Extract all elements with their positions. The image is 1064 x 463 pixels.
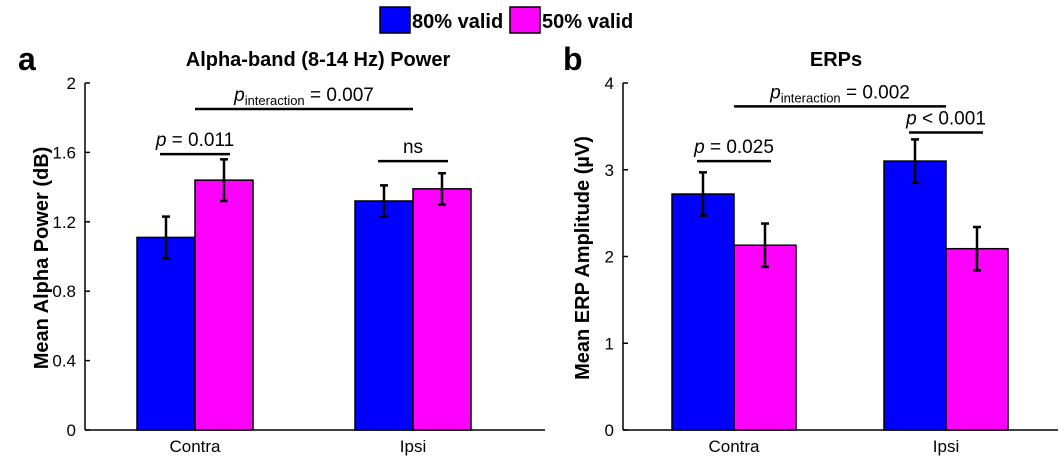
bar-50-valid-ipsi-a	[412, 188, 472, 431]
significance-label-b-2: pinteraction = 0.002	[769, 82, 910, 105]
y-axis-label-a: Mean Alpha Power (dB)	[31, 147, 53, 370]
x-tick-label-contra-b: Contra	[708, 437, 760, 456]
legend-label-50-valid: 50% valid	[542, 11, 633, 33]
y-tick-label-b: 4	[605, 74, 614, 93]
legend-swatch-80-valid	[379, 6, 411, 34]
y-tick-label-a: 0.4	[52, 352, 76, 371]
significance-label-b-1: p < 0.001	[905, 108, 986, 129]
y-tick-label-b: 1	[605, 334, 614, 353]
bar-80-valid-contra-b	[671, 193, 735, 431]
chart-title-b: ERPs	[810, 49, 862, 71]
bar-50-valid-contra-a	[194, 179, 254, 431]
bar-80-valid-ipsi-b	[883, 160, 947, 431]
chart-title-a: Alpha-band (8-14 Hz) Power	[186, 49, 451, 71]
y-tick-label-a: 1.2	[52, 213, 76, 232]
legend-swatch-50-valid	[509, 6, 541, 34]
significance-label-a-2: pinteraction = 0.007	[233, 85, 374, 108]
bar-80-valid-ipsi-a	[354, 200, 414, 431]
panel-a: a Alpha-band (8-14 Hz) Power Mean Alpha …	[18, 41, 545, 456]
plot-area-b: 0 1 2 3 4 Contra Ipsi p = 0.025 p < 0.001 pintera…	[605, 74, 1058, 456]
y-axis-label-b: Mean ERP Amplitude (µV)	[572, 136, 594, 380]
panel-label-b: b	[563, 41, 583, 77]
y-tick-label-b: 3	[605, 161, 614, 180]
legend-label-80-valid: 80% valid	[412, 11, 503, 33]
bar-80-valid-contra-a	[136, 236, 196, 431]
significance-label-a-0: p = 0.011	[155, 130, 234, 151]
panel-label-a: a	[18, 41, 36, 77]
significance-label-a-1: ns	[403, 137, 423, 158]
y-tick-label-a: 2	[67, 74, 76, 93]
y-tick-label-a: 0.8	[52, 282, 76, 301]
plot-area-a: 0 0.4 0.8 1.2 1.6 2 Contra Ipsi p = 0.011 ns pinte…	[52, 74, 545, 456]
bar-50-valid-ipsi-b	[945, 247, 1009, 431]
bar-50-valid-contra-b	[733, 244, 797, 431]
significance-label-b-0: p = 0.025	[693, 137, 774, 158]
x-tick-label-ipsi-b: Ipsi	[933, 437, 959, 456]
x-tick-label-ipsi-a: Ipsi	[400, 437, 426, 456]
y-tick-label-b: 0	[605, 421, 614, 440]
panel-b: b ERPs Mean ERP Amplitude (µV) 0 1 2 3 4 Cont…	[563, 41, 1058, 456]
y-tick-label-a: 1.6	[52, 143, 76, 162]
y-tick-label-a: 0	[67, 421, 76, 440]
legend: 80% valid 50% valid	[379, 6, 633, 34]
x-tick-label-contra-a: Contra	[169, 437, 221, 456]
y-tick-label-b: 2	[605, 248, 614, 267]
